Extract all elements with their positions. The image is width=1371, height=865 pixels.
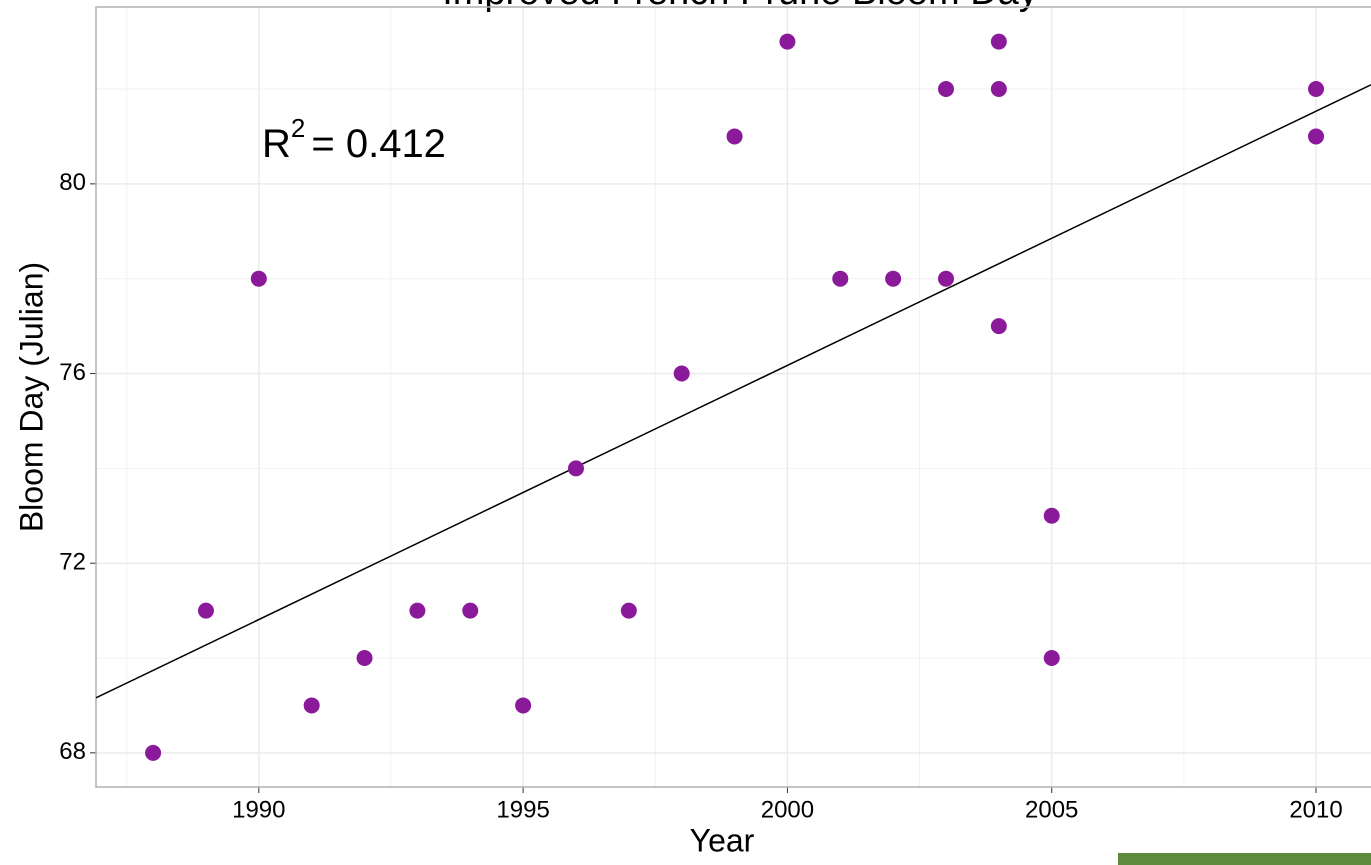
point — [938, 270, 954, 287]
fit-line — [95, 84, 1371, 699]
annotation-base: R — [262, 122, 291, 166]
point — [462, 602, 479, 619]
point — [1308, 81, 1325, 98]
point — [515, 697, 532, 714]
x-tick-label: 2000 — [761, 796, 814, 823]
point — [990, 318, 1007, 335]
y-tick-label: 68 — [59, 738, 86, 765]
x-tick-label: 2010 — [1289, 796, 1342, 823]
point — [885, 270, 902, 287]
annotation: R2 = 0.412 — [262, 113, 446, 166]
point — [938, 81, 954, 98]
point — [779, 33, 796, 50]
point — [990, 81, 1007, 98]
y-tick-label: 80 — [59, 169, 86, 196]
point — [197, 602, 214, 619]
point — [567, 460, 584, 477]
point — [1308, 128, 1325, 145]
plot-border — [95, 6, 1371, 788]
point — [145, 744, 162, 761]
point — [673, 365, 690, 382]
point — [1043, 650, 1060, 667]
point — [1043, 507, 1060, 524]
y-axis-label: Bloom Day (Julian) — [13, 262, 49, 532]
point — [409, 602, 426, 619]
y-tick-label: 76 — [59, 359, 86, 386]
x-tick-label: 2005 — [1025, 796, 1078, 823]
y-tick-label: 72 — [59, 549, 86, 576]
x-axis-label: Year — [690, 822, 755, 858]
thumbnail-fragment — [1118, 853, 1371, 865]
point — [620, 602, 637, 619]
point — [832, 270, 849, 287]
annotation-superscript: 2 — [291, 113, 305, 143]
point — [990, 33, 1007, 50]
x-tick-label: 1990 — [232, 796, 285, 823]
point — [303, 697, 320, 714]
point — [726, 128, 743, 145]
point — [250, 270, 267, 287]
point — [356, 650, 373, 667]
annotation-text: = 0.412 — [311, 122, 446, 166]
x-tick-label: 1995 — [496, 796, 549, 823]
